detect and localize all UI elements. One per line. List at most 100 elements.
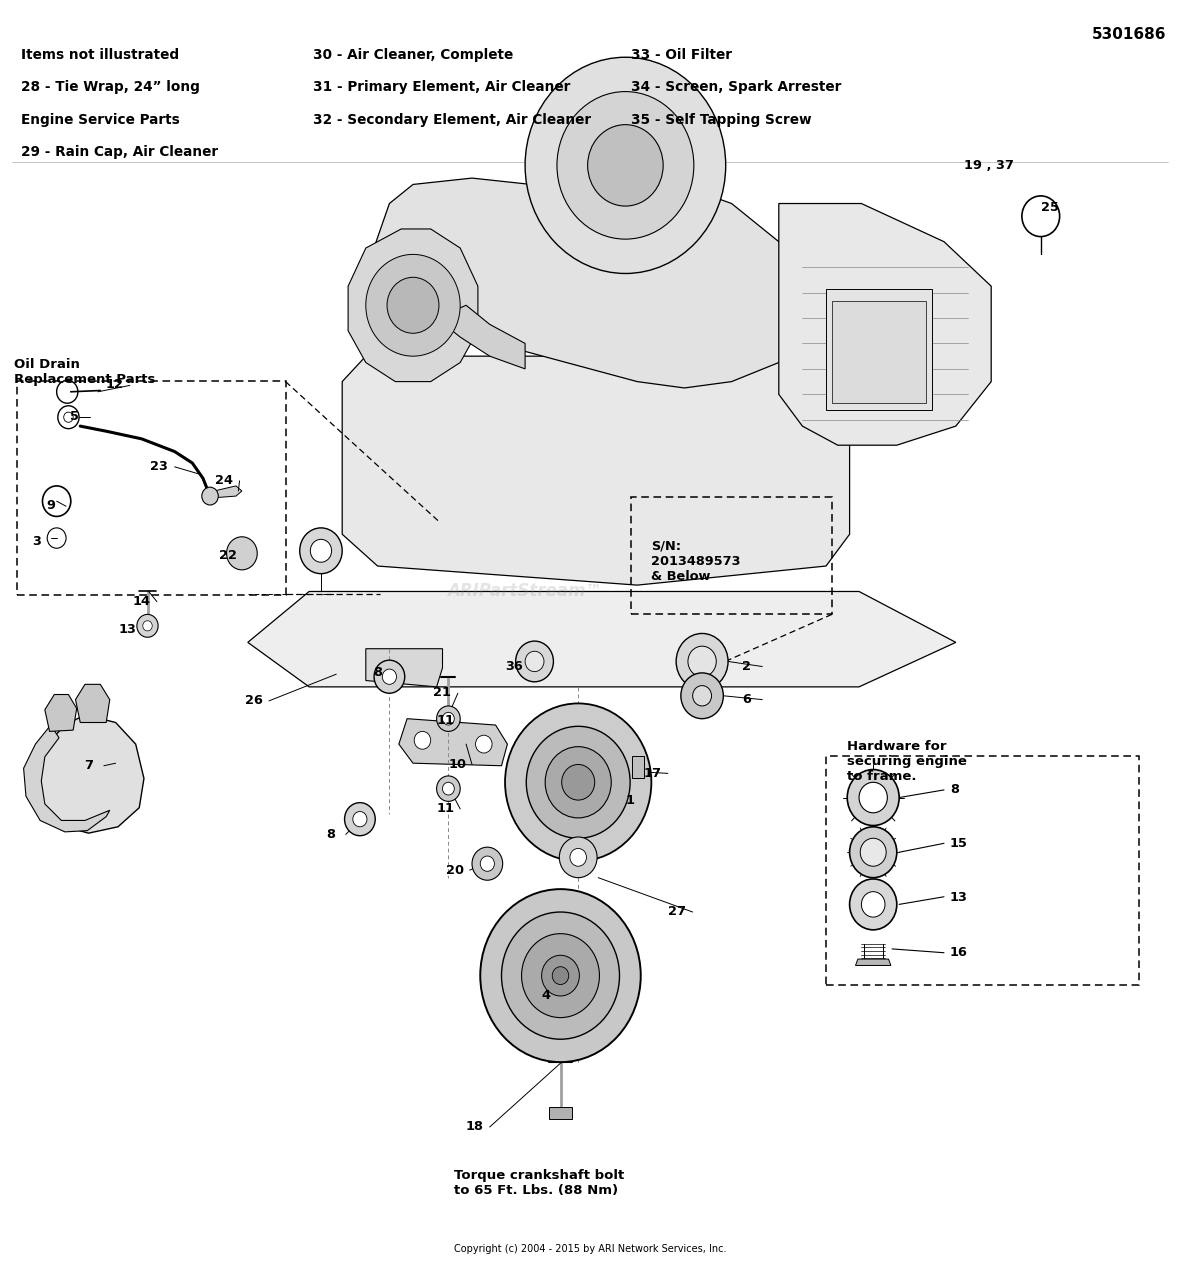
Text: 35 - Self Tapping Screw: 35 - Self Tapping Screw <box>631 112 812 127</box>
Text: Copyright (c) 2004 - 2015 by ARI Network Services, Inc.: Copyright (c) 2004 - 2015 by ARI Network… <box>454 1244 726 1254</box>
Polygon shape <box>76 684 110 722</box>
Text: 3: 3 <box>32 536 41 548</box>
Circle shape <box>860 838 886 866</box>
Text: 34 - Screen, Spark Arrester: 34 - Screen, Spark Arrester <box>631 80 841 94</box>
Bar <box>632 756 644 778</box>
Polygon shape <box>248 591 956 687</box>
Circle shape <box>542 955 579 996</box>
Text: 27: 27 <box>668 904 687 918</box>
Text: 15: 15 <box>950 837 968 851</box>
Circle shape <box>387 277 439 333</box>
Text: 2: 2 <box>742 660 752 673</box>
Circle shape <box>442 782 454 795</box>
Circle shape <box>374 660 405 693</box>
Text: 17: 17 <box>643 767 662 780</box>
Circle shape <box>505 703 651 861</box>
Circle shape <box>366 254 460 356</box>
Bar <box>826 756 1139 985</box>
Circle shape <box>480 856 494 871</box>
Circle shape <box>850 827 897 878</box>
Polygon shape <box>437 305 525 369</box>
Text: S/N:
2013489573
& Below: S/N: 2013489573 & Below <box>651 539 740 583</box>
Text: Oil Drain
Replacement Parts: Oil Drain Replacement Parts <box>14 359 156 387</box>
Text: 1: 1 <box>625 794 635 808</box>
Circle shape <box>693 686 712 706</box>
Polygon shape <box>856 959 891 965</box>
Polygon shape <box>348 229 478 382</box>
Text: 29 - Rain Cap, Air Cleaner: 29 - Rain Cap, Air Cleaner <box>21 145 218 159</box>
Circle shape <box>300 528 342 574</box>
Text: 8: 8 <box>950 784 959 796</box>
Text: 9: 9 <box>46 499 55 513</box>
Circle shape <box>859 782 887 813</box>
Circle shape <box>310 539 332 562</box>
Text: 21: 21 <box>433 686 452 700</box>
Circle shape <box>472 847 503 880</box>
Polygon shape <box>399 719 507 766</box>
Circle shape <box>688 646 716 677</box>
Circle shape <box>588 125 663 206</box>
Circle shape <box>847 770 899 826</box>
Circle shape <box>202 487 218 505</box>
Circle shape <box>437 706 460 731</box>
Text: 16: 16 <box>950 946 968 959</box>
Text: ARIPartStream™: ARIPartStream™ <box>447 583 603 600</box>
Bar <box>631 497 832 614</box>
Text: 8: 8 <box>373 667 382 679</box>
Polygon shape <box>24 725 110 832</box>
Text: 31 - Primary Element, Air Cleaner: 31 - Primary Element, Air Cleaner <box>313 80 570 94</box>
Text: Engine Service Parts: Engine Service Parts <box>21 112 181 127</box>
Text: 13: 13 <box>118 622 137 636</box>
Circle shape <box>476 735 492 753</box>
Circle shape <box>137 614 158 637</box>
Circle shape <box>676 633 728 689</box>
Circle shape <box>143 621 152 631</box>
Text: 19 , 37: 19 , 37 <box>964 159 1014 173</box>
Circle shape <box>850 879 897 930</box>
Circle shape <box>559 837 597 878</box>
Text: 36: 36 <box>505 660 524 673</box>
Text: 22: 22 <box>218 550 237 562</box>
Circle shape <box>522 934 599 1018</box>
Circle shape <box>526 726 630 838</box>
Circle shape <box>525 651 544 672</box>
Circle shape <box>345 803 375 836</box>
Bar <box>549 1107 572 1119</box>
Circle shape <box>64 412 73 422</box>
Polygon shape <box>342 356 850 585</box>
Text: 25: 25 <box>1041 201 1058 215</box>
Circle shape <box>525 57 726 273</box>
Text: Torque crankshaft bolt
to 65 Ft. Lbs. (88 Nm): Torque crankshaft bolt to 65 Ft. Lbs. (8… <box>454 1169 624 1197</box>
Text: 4: 4 <box>542 988 551 1002</box>
Circle shape <box>437 776 460 801</box>
Text: 12: 12 <box>105 378 124 392</box>
Text: 26: 26 <box>244 693 263 707</box>
Polygon shape <box>779 204 991 445</box>
Bar <box>17 382 286 595</box>
Circle shape <box>562 764 595 800</box>
Polygon shape <box>45 695 77 731</box>
Circle shape <box>861 892 885 917</box>
Polygon shape <box>372 172 802 388</box>
Text: 23: 23 <box>150 460 169 473</box>
Circle shape <box>502 912 620 1039</box>
Circle shape <box>545 747 611 818</box>
Text: 11: 11 <box>437 714 455 728</box>
Circle shape <box>382 669 396 684</box>
Circle shape <box>557 92 694 239</box>
Text: 6: 6 <box>742 693 752 706</box>
Text: Items not illustrated: Items not illustrated <box>21 47 179 62</box>
Circle shape <box>552 967 569 985</box>
Text: 13: 13 <box>950 890 968 904</box>
Text: 30 - Air Cleaner, Complete: 30 - Air Cleaner, Complete <box>313 47 513 62</box>
Circle shape <box>414 731 431 749</box>
Polygon shape <box>366 649 442 687</box>
Text: 24: 24 <box>215 474 234 487</box>
Bar <box>832 301 926 403</box>
Text: 7: 7 <box>84 759 93 772</box>
Text: 8: 8 <box>326 828 335 841</box>
Circle shape <box>570 848 586 866</box>
Text: 20: 20 <box>446 864 465 876</box>
Text: Hardware for
securing engine
to frame.: Hardware for securing engine to frame. <box>847 739 968 782</box>
Circle shape <box>516 641 553 682</box>
